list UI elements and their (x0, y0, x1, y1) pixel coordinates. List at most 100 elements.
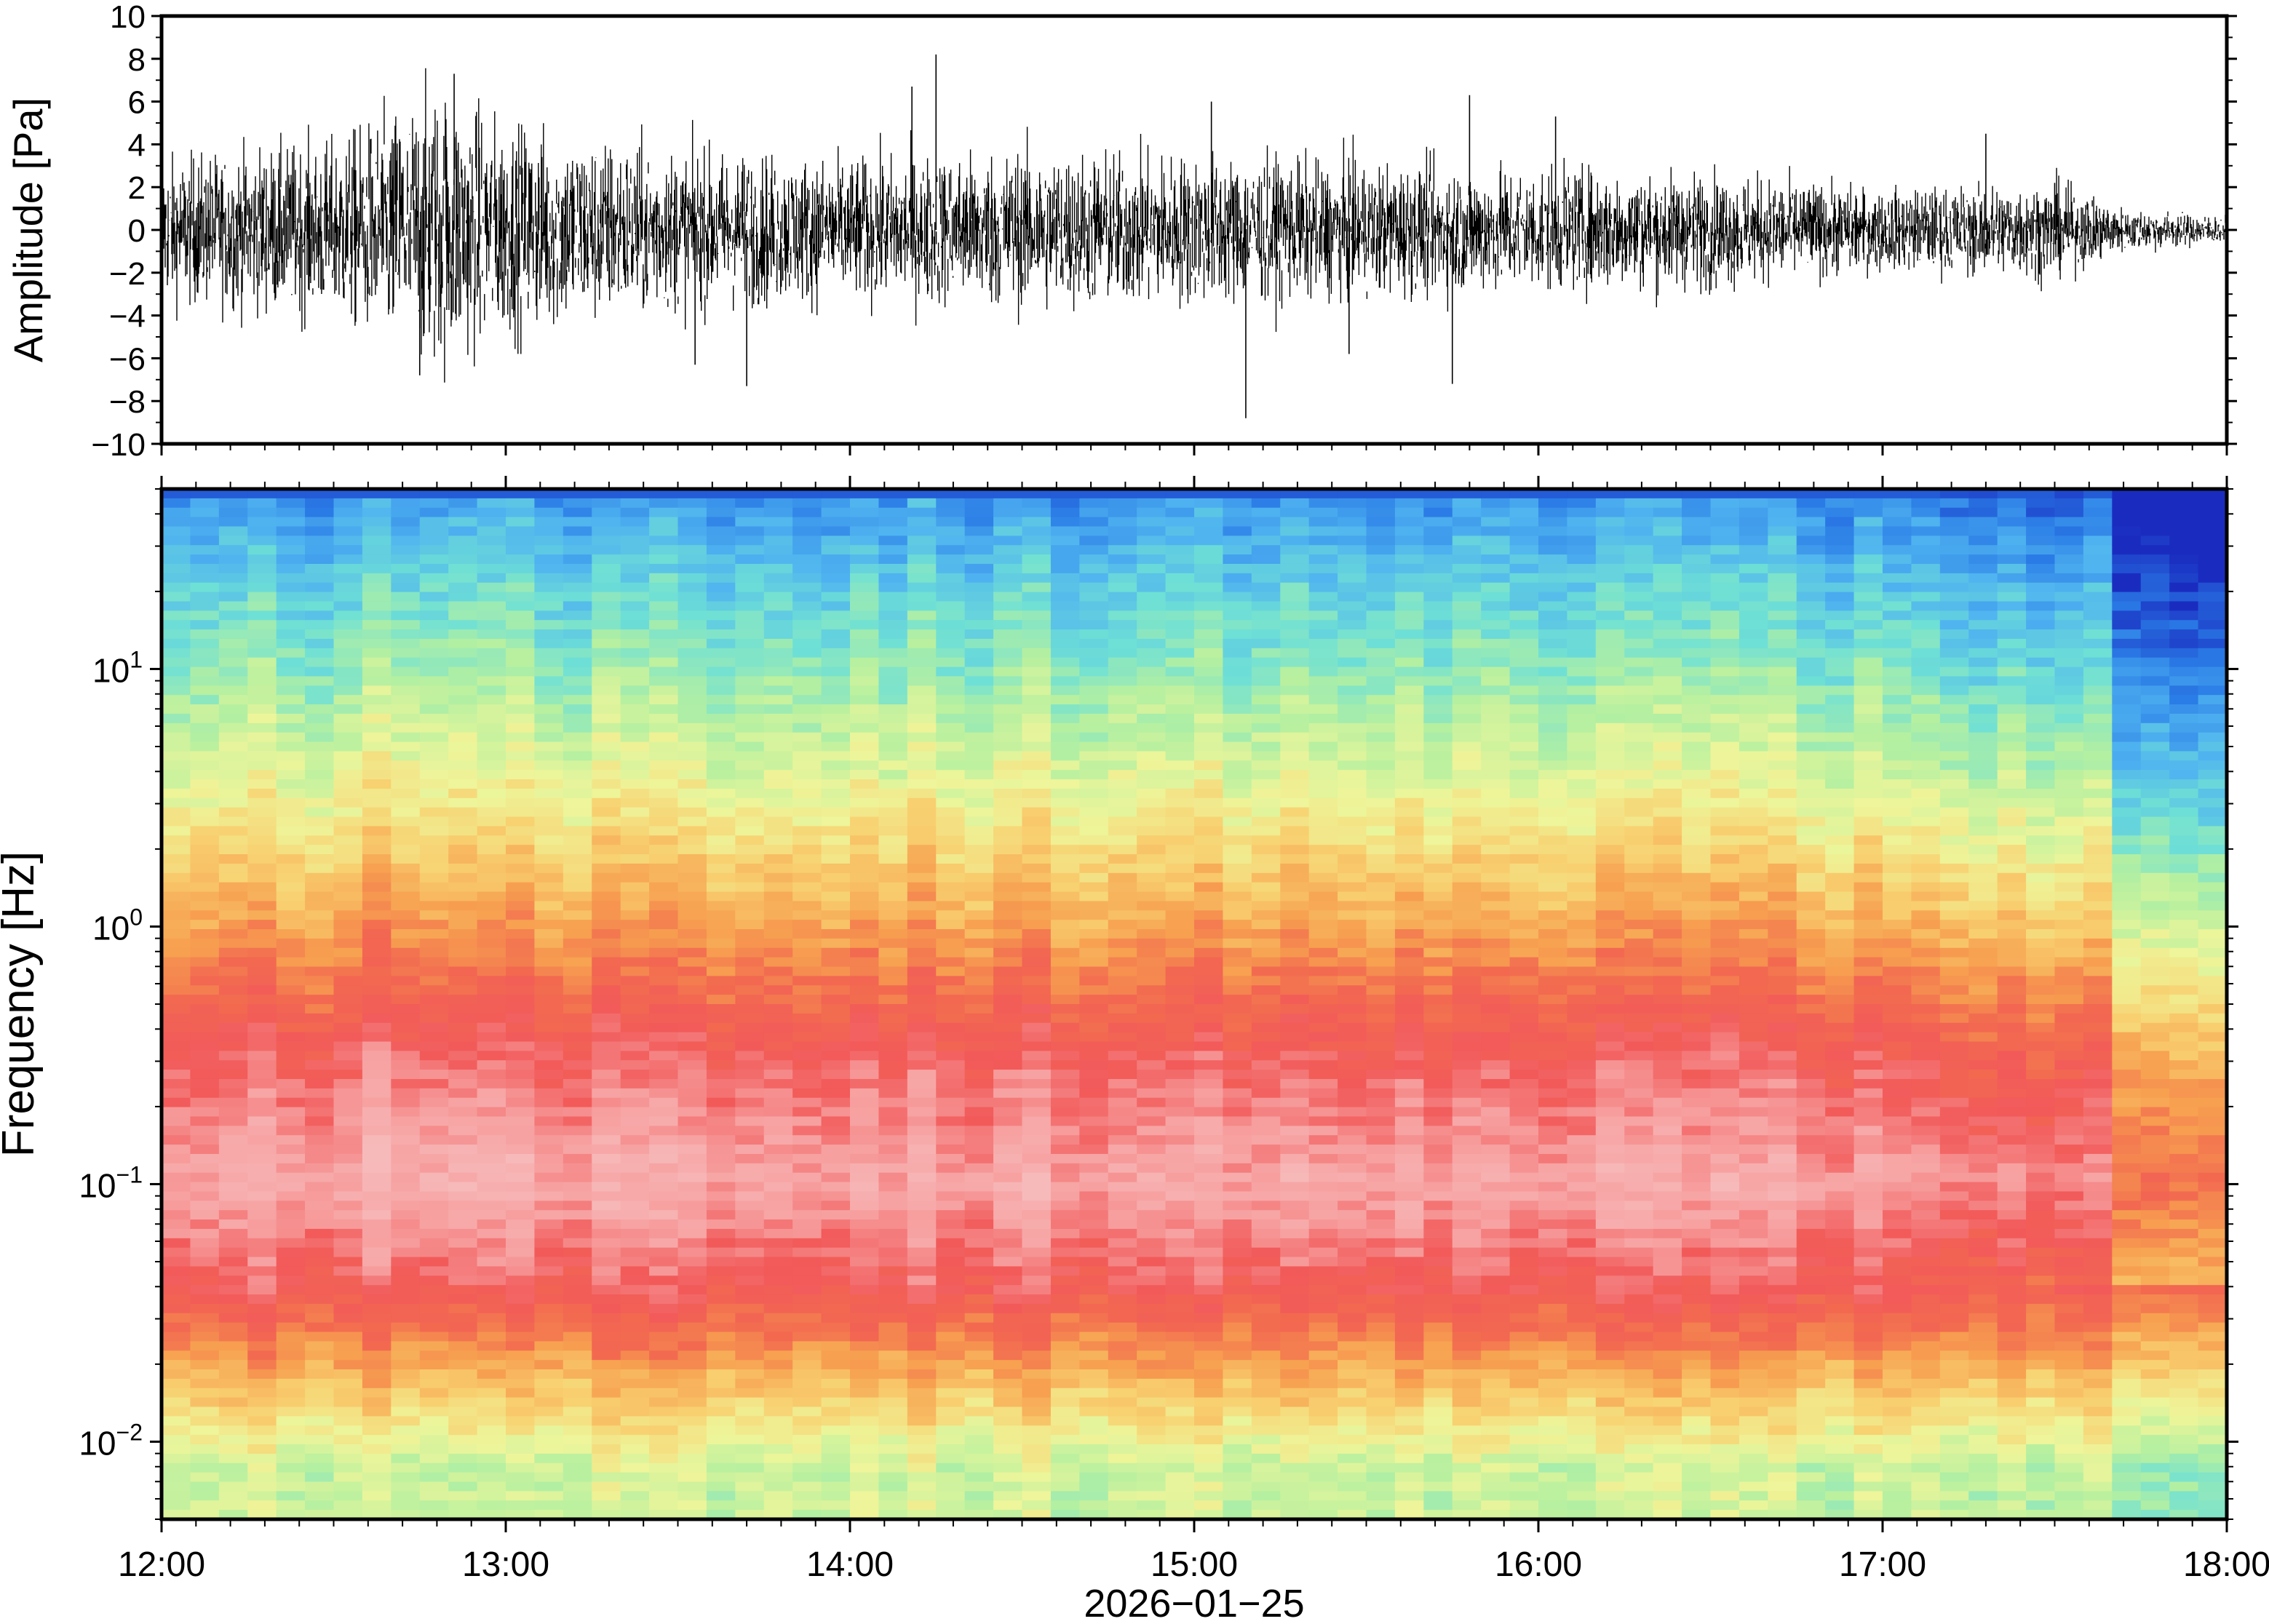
spectrogram-cell (649, 554, 679, 565)
spectrogram-cell (1394, 807, 1425, 818)
spectrogram-cell (1022, 938, 1052, 949)
spectrogram-cell (1079, 648, 1109, 658)
spectrogram-cell (792, 1416, 822, 1427)
spectrogram-cell (333, 770, 363, 780)
spectrogram-cell (1280, 1285, 1310, 1295)
spectrogram-cell (190, 995, 220, 1005)
spectrogram-cell (162, 1341, 191, 1352)
spectrogram-cell (333, 563, 363, 574)
spectrogram-cell (1137, 910, 1167, 920)
spectrogram-cell (993, 863, 1023, 874)
spectrogram-cell (506, 788, 536, 799)
spectrogram-cell (218, 1462, 249, 1473)
spectrogram-cell (1308, 788, 1338, 799)
spectrogram-cell (362, 507, 392, 518)
spectrogram-cell (1079, 1406, 1109, 1417)
spectrogram-cell (763, 1444, 793, 1454)
spectrogram-cell (964, 807, 994, 818)
spectrogram-cell (964, 1360, 994, 1370)
spectrogram-cell (1366, 845, 1396, 855)
spectrogram-cell (305, 498, 335, 509)
spectrogram-cell (534, 1004, 564, 1014)
spectrogram-cell (276, 695, 306, 705)
spectrogram-cell (1251, 545, 1281, 555)
spectrogram-cell (850, 1406, 880, 1417)
spectrogram-cell (792, 901, 822, 912)
spectrogram-cell (1366, 1406, 1396, 1417)
spectrogram-cell (218, 1078, 249, 1089)
spectrogram-cell (534, 947, 564, 958)
spectrogram-cell (993, 1004, 1023, 1014)
spectrogram-cell (333, 920, 363, 930)
spectrogram-cell (763, 713, 793, 724)
spectrogram-cell (706, 910, 736, 920)
spectrogram-cell (1079, 1051, 1109, 1062)
spectrogram-cell (1050, 1172, 1081, 1183)
spectrogram-cell (162, 1116, 191, 1127)
spectrogram-cell (850, 1153, 880, 1164)
spectrogram-cell (964, 1472, 994, 1483)
spectrogram-cell (763, 1388, 793, 1398)
spectrogram-cell (477, 901, 506, 912)
spectrogram-cell (936, 1378, 966, 1389)
spectrogram-cell (964, 891, 994, 902)
spectrogram-cell (1223, 779, 1252, 789)
spectrogram-cell (763, 666, 793, 677)
spectrogram-cell (534, 1257, 564, 1267)
spectrogram-cell (362, 713, 392, 724)
spectrogram-cell (448, 1191, 478, 1202)
spectrogram-cell (563, 770, 593, 780)
spectrogram-cell (1165, 882, 1195, 893)
spectrogram-cell (964, 1126, 994, 1137)
spectrogram-cell (190, 1004, 220, 1014)
spectrogram-cell (333, 1313, 363, 1324)
spectrogram-cell (792, 1238, 822, 1249)
spectrogram-cell (592, 1022, 621, 1033)
spectrogram-cell (649, 1135, 679, 1145)
spectrogram-cell (1079, 620, 1109, 630)
spectrogram-cell (907, 1247, 937, 1258)
spectrogram-cell (1194, 966, 1224, 977)
spectrogram-cell (1137, 1126, 1167, 1137)
spectrogram-cell (964, 1070, 994, 1080)
spectrogram-cell (1308, 760, 1338, 771)
spectrogram-cell (735, 1322, 765, 1333)
spectrogram-cell (649, 1453, 679, 1464)
spectrogram-cell (362, 536, 392, 546)
spectrogram-cell (763, 1051, 793, 1062)
spectrogram-cell (506, 713, 536, 724)
spectrogram-cell (735, 517, 765, 528)
spectrogram-cell (936, 545, 966, 555)
spectrogram-cell (276, 1275, 306, 1286)
spectrogram-cell (677, 1491, 707, 1502)
spectrogram-cell (1366, 723, 1396, 733)
spectrogram-cell (419, 723, 449, 733)
spectrogram-cell (1394, 957, 1425, 968)
spectrogram-cell (1194, 1462, 1224, 1473)
spectrogram-cell (190, 732, 220, 743)
spectrogram-cell (162, 601, 191, 612)
spectrogram-cell (1308, 545, 1338, 555)
spectrogram-cell (878, 507, 908, 518)
spectrogram-cell (1251, 489, 1281, 499)
spectrogram-cell (1308, 1453, 1338, 1464)
spectrogram-cell (362, 826, 392, 837)
spectrogram-cell (1165, 1116, 1195, 1127)
spectrogram-cell (276, 1397, 306, 1408)
spectrogram-cell (1194, 995, 1224, 1005)
spectrogram-cell (190, 545, 220, 555)
spectrogram-cell (1394, 517, 1425, 528)
spectrogram-cell (305, 1153, 335, 1164)
spectrogram-cell (850, 648, 880, 658)
spectrogram-cell (735, 1369, 765, 1380)
spectrogram-cell (1338, 1360, 1367, 1370)
spectrogram-cell (964, 629, 994, 640)
spectrogram-cell (592, 498, 621, 509)
spectrogram-cell (276, 610, 306, 621)
spectrogram-cell (362, 545, 392, 555)
spectrogram-cell (850, 901, 880, 912)
spectrogram-cell (1394, 1332, 1425, 1342)
spectrogram-cell (247, 620, 277, 630)
spectrogram-cell (477, 1051, 506, 1062)
spectrogram-cell (735, 1032, 765, 1043)
